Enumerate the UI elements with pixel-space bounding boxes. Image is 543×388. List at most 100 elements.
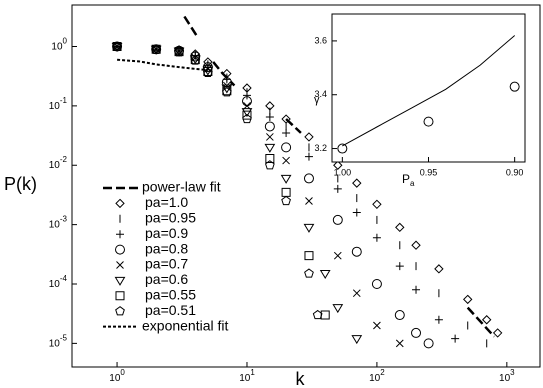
marker [304,268,314,278]
marker [411,240,421,250]
marker [395,222,405,233]
y-tick-label: 3.6 [314,35,327,45]
marker [282,156,290,165]
marker [265,112,274,121]
legend-marker [115,306,125,316]
inset-x-label: Pa [402,172,415,188]
marker [242,91,251,100]
legend-label: pa=0.7 [145,256,188,272]
y-tick-label: 10-5 [49,333,68,349]
marker [352,178,362,188]
marker [312,309,323,320]
marker [280,174,292,184]
marker [395,262,404,271]
marker [265,153,275,163]
marker [304,152,313,161]
marker [112,41,122,51]
legend-marker [115,244,125,255]
x-tick-label: 1.00 [334,167,352,177]
x-tick-label: 102 [369,368,385,384]
marker [351,246,362,257]
fit-line [117,58,208,72]
marker [242,113,252,124]
marker [333,160,343,170]
legend-label: pa=0.8 [145,240,188,256]
y-tick-label: 10-1 [49,96,68,112]
marker [423,338,434,349]
marker [372,233,381,242]
x-tick-label: 0.90 [506,167,524,177]
legend-label: pa=0.6 [145,271,188,287]
legend-label: pa=0.51 [145,302,196,318]
marker [203,67,213,77]
marker [190,55,201,65]
marker [337,143,348,154]
legend-label: pa=0.95 [145,210,196,226]
marker [150,45,162,55]
marker [411,327,422,338]
marker [423,116,434,127]
marker [395,339,404,348]
marker [303,223,315,233]
legend-label: pa=0.9 [145,225,188,241]
marker [264,160,275,170]
marker [394,310,405,321]
marker [305,197,313,205]
marker [412,285,421,294]
marker [351,335,363,345]
marker [482,315,492,325]
marker [264,143,276,153]
legend-marker [116,230,124,239]
marker [303,173,314,184]
y-tick-label: 3.2 [314,143,327,153]
y-tick-label: 10-2 [49,155,68,171]
marker [221,87,232,97]
y-axis-label: P(k) [4,174,37,194]
legend-marker [116,261,124,269]
x-tick-label: 0.95 [420,167,438,177]
marker [451,334,460,343]
legend-label: power-law fit [142,179,221,195]
marker [333,184,342,193]
marker [373,321,381,330]
fit-line [342,35,516,147]
marker [492,328,503,338]
marker [174,47,184,57]
marker [332,214,343,225]
marker [264,121,275,132]
marker [304,132,314,142]
marker [304,251,314,261]
legend-marker [115,291,125,301]
marker [352,289,361,298]
x-tick-label: 103 [499,368,515,384]
marker [111,43,123,52]
marker [509,81,520,92]
marker [241,108,253,118]
legend-label: pa=0.55 [145,287,196,303]
marker [266,133,274,141]
marker [372,199,382,209]
inset-y-label: γ [314,94,320,106]
marker [434,315,443,324]
x-tick-label: 100 [109,368,125,384]
y-tick-label: 3.4 [314,89,327,99]
y-tick-label: 10-4 [49,274,68,290]
x-tick-label: 101 [239,368,255,384]
legend-marker [115,198,125,209]
marker [281,142,292,153]
marker [151,44,162,54]
marker [222,75,231,84]
marker [332,304,344,314]
marker [281,187,291,197]
marker [434,264,444,274]
marker [282,128,291,137]
legend-marker [114,276,126,286]
y-tick-label: 100 [51,37,67,53]
y-tick-label: 10-3 [49,215,68,231]
marker [352,208,361,217]
x-axis-label: k [296,369,306,388]
marker [463,294,473,305]
plot-frame [331,13,526,163]
legend-label: exponential fit [142,317,229,333]
